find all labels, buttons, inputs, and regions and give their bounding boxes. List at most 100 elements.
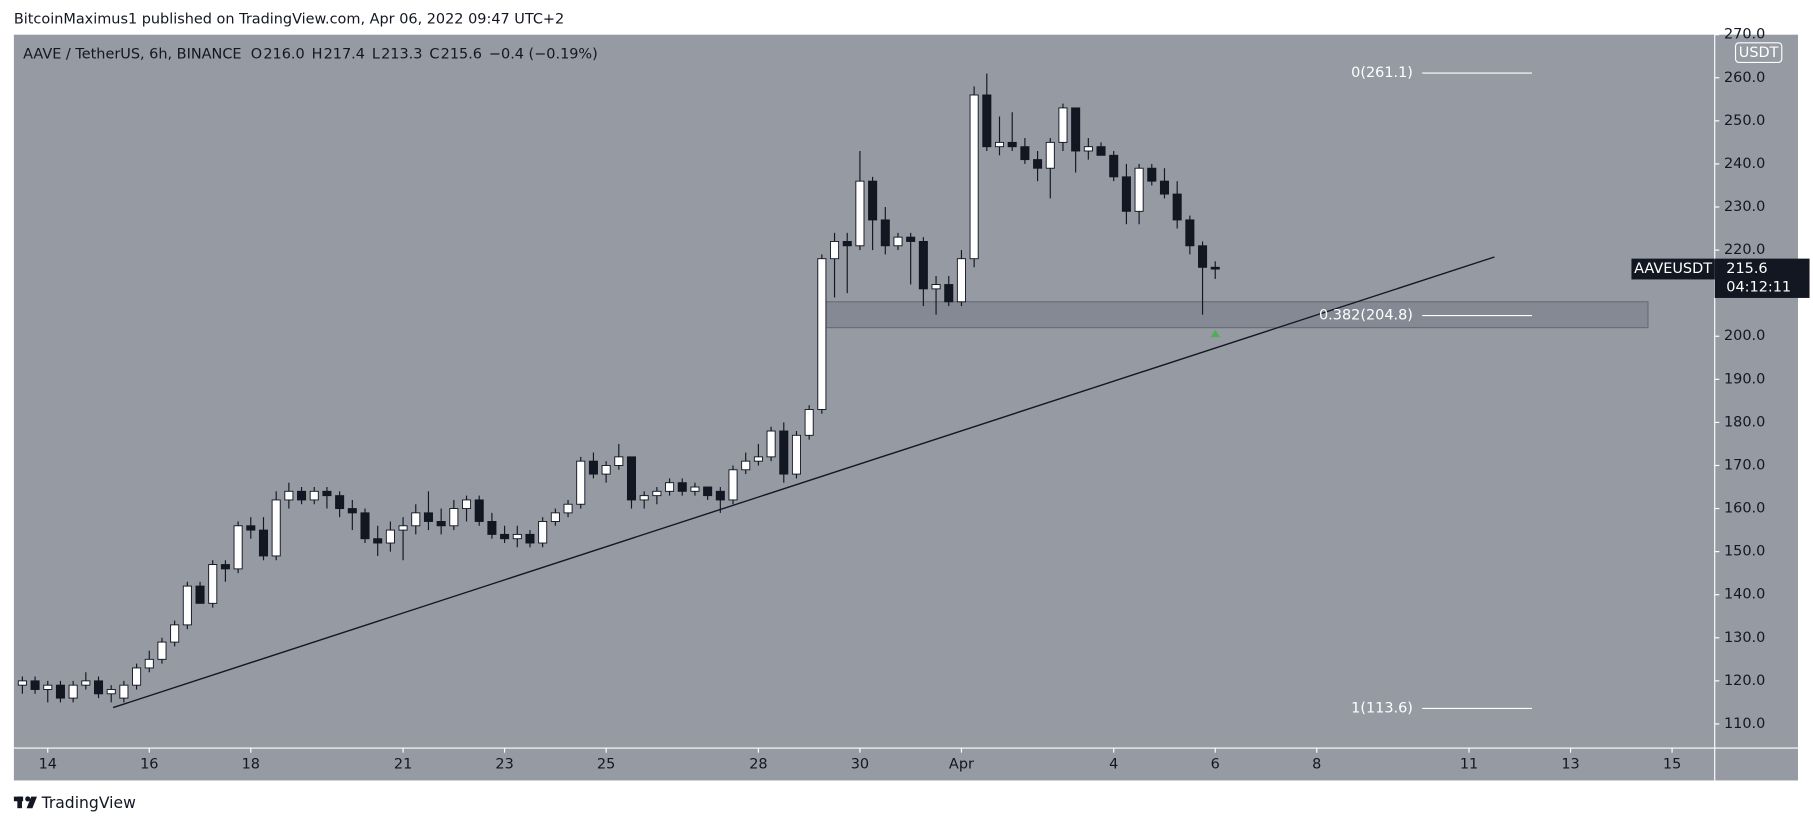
candle-body — [157, 641, 167, 660]
legend-value: 217.4 — [324, 46, 365, 62]
trendline — [112, 256, 1495, 709]
candle-body — [436, 521, 446, 527]
candle-body — [297, 490, 307, 501]
candle-body — [779, 430, 789, 475]
candle-body — [1071, 107, 1081, 152]
candle-body — [246, 525, 256, 531]
candle-body — [411, 512, 421, 527]
candle-body — [1121, 176, 1131, 212]
price-tag-label: 215.6 — [1726, 261, 1767, 277]
candle-body — [538, 521, 548, 544]
candle-body — [449, 508, 459, 527]
symbol-tag-label: AAVEUSDT — [1634, 261, 1712, 277]
candle-body — [576, 460, 586, 505]
candle-body — [652, 490, 662, 497]
candle-body — [1159, 180, 1170, 195]
candle-body — [1083, 146, 1093, 152]
y-tick-label: 200.0 — [1724, 328, 1765, 344]
candle-body — [462, 499, 472, 510]
candle-body — [487, 521, 497, 535]
logo-part — [25, 796, 31, 802]
legend-title: AAVE / TetherUS, 6h, BINANCE — [23, 46, 241, 62]
candle-body — [182, 585, 192, 626]
candle-body — [715, 490, 725, 501]
fib-label: 0.382(204.8) — [1319, 308, 1413, 324]
legend-key: C — [429, 46, 439, 62]
y-tick-label: 170.0 — [1724, 457, 1765, 473]
candle-body — [665, 482, 675, 492]
candle-body — [398, 525, 408, 531]
y-tick-label: 240.0 — [1724, 156, 1765, 172]
y-tick-label: 250.0 — [1724, 113, 1765, 129]
logo-part — [26, 796, 37, 809]
y-tick-label: 140.0 — [1724, 587, 1765, 603]
x-tick-label: 11 — [1460, 756, 1478, 772]
candle-body — [1109, 154, 1119, 178]
candle-body — [728, 469, 738, 501]
y-tick-label: 120.0 — [1724, 673, 1765, 689]
candle-body — [144, 658, 154, 669]
candle-body — [766, 430, 776, 458]
candle-body — [880, 219, 890, 247]
currency-badge — [1734, 42, 1783, 64]
y-tick-label: 130.0 — [1724, 630, 1765, 646]
candle-body — [588, 460, 598, 475]
y-tick-label: 110.0 — [1724, 716, 1765, 732]
candle-body — [944, 284, 954, 303]
candle-body — [423, 512, 433, 522]
candle-body — [258, 529, 269, 557]
x-tick-label: 8 — [1312, 756, 1321, 772]
candle-body — [1210, 266, 1220, 270]
x-tick-label: 6 — [1211, 756, 1220, 772]
price-axis — [1714, 34, 1798, 749]
candle-body — [474, 499, 484, 522]
candle-body — [703, 486, 713, 497]
x-tick-label: 4 — [1109, 756, 1118, 772]
currency-label: USDT — [1739, 45, 1779, 61]
candle-body — [93, 680, 104, 695]
legend-change: −0.4 (−0.19%) — [489, 46, 598, 62]
x-tick-label: 14 — [39, 756, 57, 772]
candle-body — [525, 533, 535, 544]
y-tick-label: 270.0 — [1724, 27, 1765, 43]
candle-body — [1198, 245, 1208, 268]
candle-body — [132, 667, 142, 686]
support-zone — [822, 301, 1649, 329]
y-tick-label: 150.0 — [1724, 544, 1765, 560]
candle-body — [309, 490, 319, 501]
legend-key: L — [372, 46, 380, 62]
header-title: BitcoinMaximus1 published on TradingView… — [14, 12, 564, 28]
candle-body — [893, 236, 903, 247]
y-tick-label: 220.0 — [1724, 242, 1765, 258]
candle-body — [994, 141, 1005, 148]
legend-key: O — [251, 46, 262, 62]
plot-background: 110.0 120.0 130.0 140.0 150.0 160.0 170.0 180.0… — [13, 27, 1798, 781]
x-tick-label: 30 — [851, 756, 869, 772]
candle-body — [956, 258, 966, 303]
y-tick-label: 260.0 — [1724, 70, 1765, 86]
candle-body — [170, 624, 180, 643]
candle-body — [1147, 167, 1157, 182]
candle-body — [690, 486, 700, 492]
x-tick-label: 23 — [495, 756, 513, 772]
marks — [17, 73, 1649, 703]
candle-body — [753, 456, 763, 462]
y-tick-label: 180.0 — [1724, 414, 1765, 430]
candle-body — [271, 499, 281, 557]
candle-body — [43, 684, 53, 690]
candle-body — [233, 525, 243, 570]
signal-arrow — [1210, 330, 1220, 338]
candle-body — [119, 684, 129, 699]
x-tick-label: 28 — [749, 756, 767, 772]
x-tick-label: Apr — [949, 756, 974, 772]
candle-body — [55, 684, 65, 699]
candle-body — [360, 512, 370, 540]
candle-body — [1172, 193, 1182, 221]
candle-body — [791, 434, 801, 475]
candle-body — [982, 94, 992, 148]
fib-label: 1(113.6) — [1351, 700, 1413, 716]
candle-body — [906, 236, 916, 242]
legend-value: 215.6 — [441, 46, 482, 62]
